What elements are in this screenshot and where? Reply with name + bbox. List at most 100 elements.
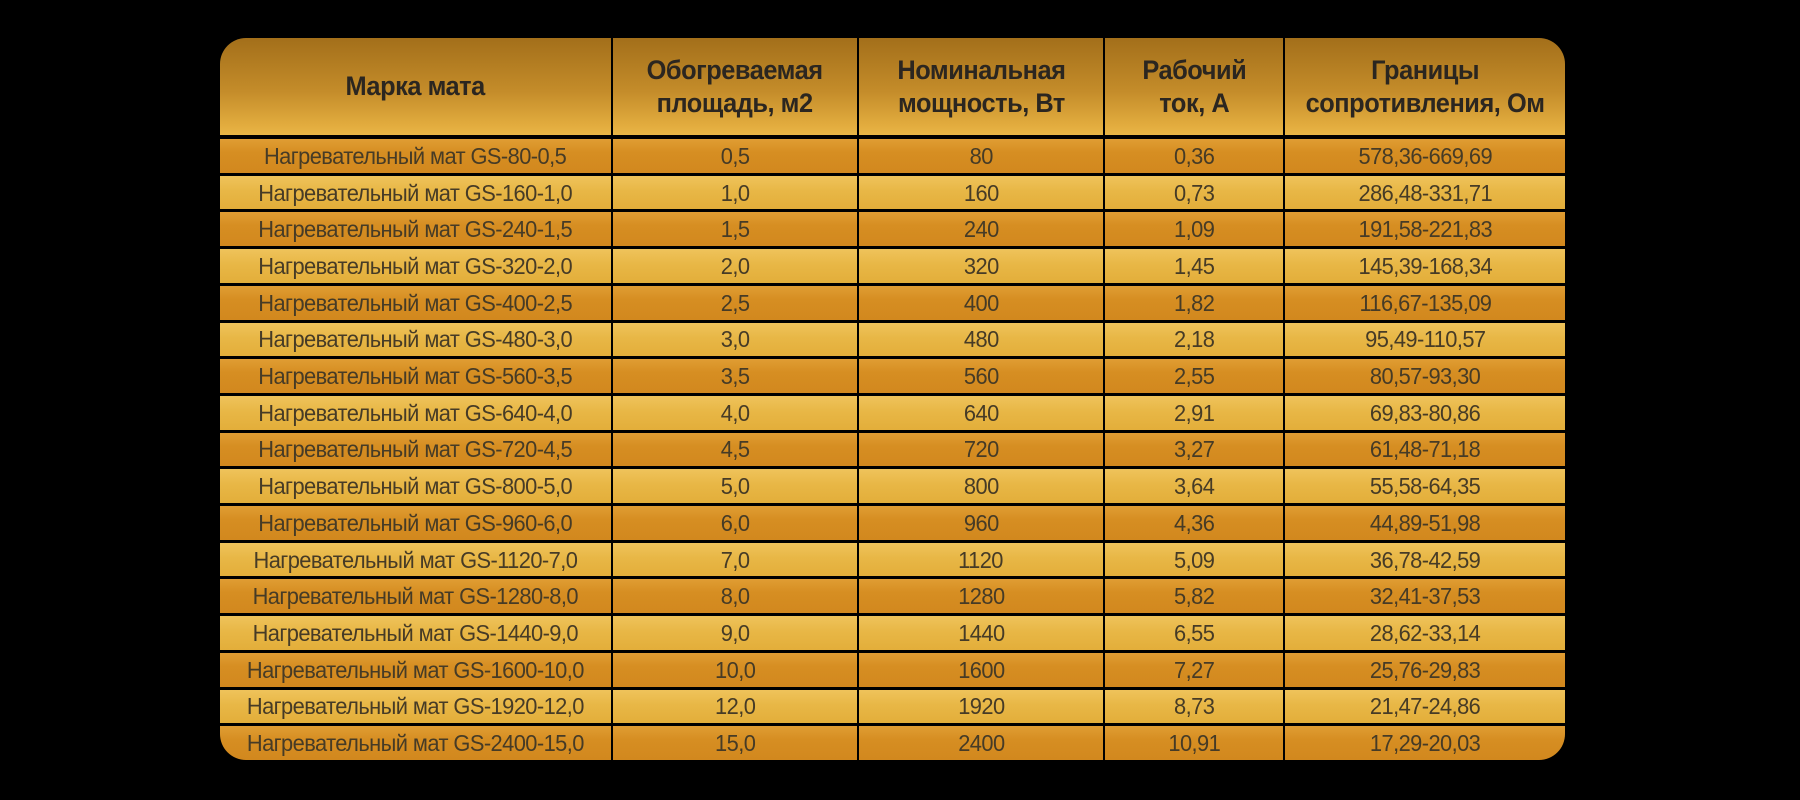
table-cell-working-current: 1,82: [1105, 285, 1283, 320]
cell-value: 1,09: [1173, 216, 1215, 243]
cell-value: 0,36: [1173, 142, 1215, 169]
table-cell-heated-area: 15,0: [613, 726, 857, 760]
cell-value: 4,0: [720, 399, 750, 426]
cell-value: 8,0: [720, 583, 750, 610]
cell-value: 1,5: [720, 216, 750, 243]
table-cell-mat-brand: Нагревательный мат GS-720-4,5: [220, 432, 611, 467]
cell-value: 10,91: [1168, 730, 1220, 757]
table-cell-resistance-limits: 28,62-33,14: [1285, 616, 1565, 650]
cell-value: Нагревательный мат GS-80-0,5: [264, 142, 567, 169]
table-cell-mat-brand: Нагревательный мат GS-960-6,0: [220, 506, 611, 540]
table-cell-heated-area: 1,0: [613, 175, 857, 210]
cell-value: 3,5: [720, 363, 750, 390]
column-header-nominal-power: Номинальная мощность, Вт: [859, 38, 1103, 135]
table-cell-heated-area: 8,0: [613, 579, 857, 614]
cell-value: 4,36: [1173, 509, 1215, 536]
cell-value: 10,0: [714, 656, 756, 683]
table-cell-nominal-power: 560: [859, 359, 1103, 393]
table-cell-nominal-power: 800: [859, 469, 1103, 504]
table-cell-nominal-power: 1600: [859, 652, 1103, 687]
cell-value: 1,0: [720, 179, 750, 206]
cell-value: 8,73: [1173, 693, 1215, 720]
table-cell-working-current: 10,91: [1105, 726, 1283, 760]
table-cell-nominal-power: 160: [859, 175, 1103, 210]
cell-value: 7,0: [720, 546, 750, 573]
table-cell-working-current: 2,18: [1105, 322, 1283, 357]
cell-value: 55,58-64,35: [1369, 473, 1481, 500]
table-cell-mat-brand: Нагревательный мат GS-1280-8,0: [220, 579, 611, 614]
table-row: Нагревательный мат GS-560-3,5 3,5 560 2,…: [220, 359, 1565, 393]
table-row: Нагревательный мат GS-720-4,5 4,5 720 3,…: [220, 432, 1565, 467]
cell-value: 116,67-135,09: [1359, 289, 1491, 316]
cell-value: 1,45: [1173, 252, 1215, 279]
cell-value: Нагревательный мат GS-240-1,5: [258, 216, 573, 243]
table-row: Нагревательный мат GS-1600-10,0 10,0 160…: [220, 652, 1565, 687]
cell-value: 1440: [957, 619, 1005, 646]
cell-value: 61,48-71,18: [1369, 436, 1481, 463]
table-cell-mat-brand: Нагревательный мат GS-2400-15,0: [220, 726, 611, 760]
table-cell-resistance-limits: 36,78-42,59: [1285, 542, 1565, 577]
table-cell-mat-brand: Нагревательный мат GS-1120-7,0: [220, 542, 611, 577]
cell-value: 960: [963, 509, 999, 536]
table-cell-resistance-limits: 21,47-24,86: [1285, 689, 1565, 724]
table-cell-working-current: 3,27: [1105, 432, 1283, 467]
cell-value: 640: [963, 399, 999, 426]
table-cell-working-current: 2,55: [1105, 359, 1283, 393]
cell-value: 95,49-110,57: [1364, 326, 1486, 353]
column-header-label: Номинальная мощность, Вт: [896, 54, 1066, 118]
cell-value: 400: [963, 289, 999, 316]
table-cell-resistance-limits: 80,57-93,30: [1285, 359, 1565, 393]
cell-value: 3,64: [1173, 473, 1215, 500]
cell-value: 5,0: [720, 473, 750, 500]
table-cell-nominal-power: 400: [859, 285, 1103, 320]
table-cell-working-current: 8,73: [1105, 689, 1283, 724]
table-cell-heated-area: 2,5: [613, 285, 857, 320]
table-cell-heated-area: 10,0: [613, 652, 857, 687]
cell-value: 0,5: [720, 142, 750, 169]
cell-value: Нагревательный мат GS-1120-7,0: [253, 546, 578, 573]
table-cell-resistance-limits: 578,36-669,69: [1285, 139, 1565, 173]
table-cell-mat-brand: Нагревательный мат GS-800-5,0: [220, 469, 611, 504]
cell-value: Нагревательный мат GS-160-1,0: [258, 179, 573, 206]
cell-value: 80: [969, 142, 993, 169]
table-cell-nominal-power: 1920: [859, 689, 1103, 724]
table-row: Нагревательный мат GS-800-5,0 5,0 800 3,…: [220, 469, 1565, 504]
cell-value: 44,89-51,98: [1369, 509, 1481, 536]
table-cell-nominal-power: 720: [859, 432, 1103, 467]
table-row: Нагревательный мат GS-1440-9,0 9,0 1440 …: [220, 616, 1565, 650]
table-cell-nominal-power: 2400: [859, 726, 1103, 760]
cell-value: 800: [963, 473, 999, 500]
table-cell-resistance-limits: 44,89-51,98: [1285, 506, 1565, 540]
table-cell-working-current: 0,73: [1105, 175, 1283, 210]
cell-value: 2,5: [720, 289, 750, 316]
cell-value: 6,0: [720, 509, 750, 536]
table-cell-heated-area: 0,5: [613, 139, 857, 173]
table-cell-heated-area: 4,5: [613, 432, 857, 467]
table-cell-resistance-limits: 145,39-168,34: [1285, 249, 1565, 283]
column-header-label: Марка мата: [345, 71, 486, 101]
cell-value: 480: [963, 326, 999, 353]
cell-value: 15,0: [714, 730, 756, 757]
table-row: Нагревательный мат GS-480-3,0 3,0 480 2,…: [220, 322, 1565, 357]
cell-value: 21,47-24,86: [1369, 693, 1481, 720]
cell-value: 1120: [958, 546, 1004, 573]
cell-value: 191,58-221,83: [1358, 216, 1492, 243]
cell-value: 160: [963, 179, 999, 206]
cell-value: 0,73: [1173, 179, 1215, 206]
cell-value: 1920: [957, 693, 1005, 720]
cell-value: 560: [963, 363, 999, 390]
column-header-heated-area: Обогреваемая площадь, м2: [613, 38, 857, 135]
cell-value: 145,39-168,34: [1358, 252, 1492, 279]
table-row: Нагревательный мат GS-640-4,0 4,0 640 2,…: [220, 395, 1565, 430]
table-cell-resistance-limits: 286,48-331,71: [1285, 175, 1565, 210]
cell-value: 320: [963, 252, 999, 279]
table-cell-nominal-power: 960: [859, 506, 1103, 540]
table-cell-heated-area: 1,5: [613, 212, 857, 247]
table-row: Нагревательный мат GS-80-0,5 0,5 80 0,36…: [220, 139, 1565, 173]
table-cell-heated-area: 5,0: [613, 469, 857, 504]
table-cell-resistance-limits: 191,58-221,83: [1285, 212, 1565, 247]
table-cell-mat-brand: Нагревательный мат GS-480-3,0: [220, 322, 611, 357]
table-cell-working-current: 4,36: [1105, 506, 1283, 540]
column-header-label: Обогреваемая площадь, м2: [646, 54, 823, 118]
